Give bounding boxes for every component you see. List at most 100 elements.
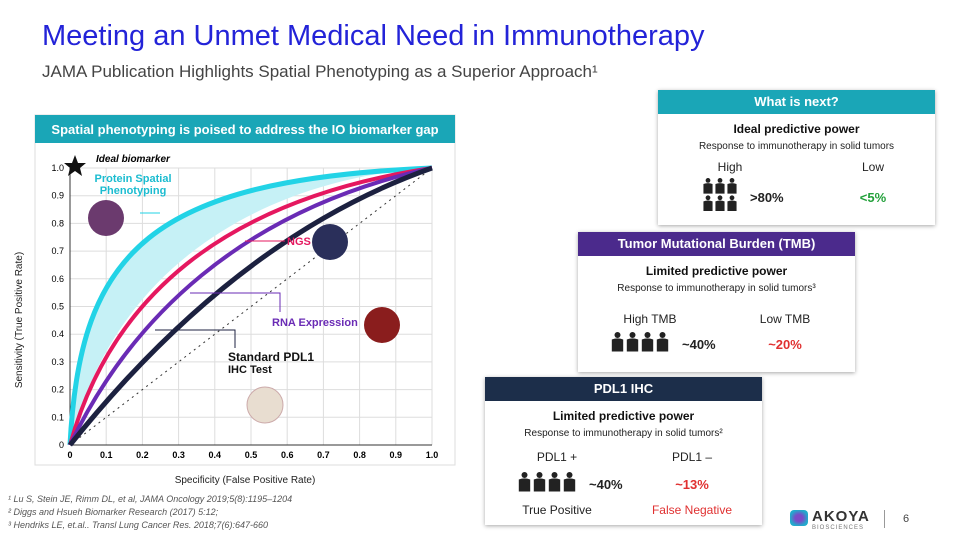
column-value: <5%: [859, 190, 887, 205]
y-tick-label: 0.9: [51, 191, 64, 201]
annotation: IHC Test: [228, 364, 272, 376]
leader: [190, 292, 281, 312]
head: [717, 178, 723, 183]
y-axis-label: Sensitivity (True Positive Rate): [14, 252, 25, 388]
column-label: PDL1 +: [536, 450, 578, 464]
head: [614, 332, 621, 338]
head: [644, 332, 651, 338]
annotation: RNA Expression: [272, 317, 358, 329]
column-value: ~13%: [675, 477, 709, 492]
people-icon: [611, 332, 669, 352]
y-tick-label: 0.2: [51, 385, 64, 395]
people-icon: [703, 178, 737, 211]
thumbnail: [364, 307, 400, 343]
x-axis-label: Specificity (False Positive Rate): [175, 475, 316, 486]
card-header: Tumor Mutational Burden (TMB): [578, 232, 855, 256]
column-label: Low: [861, 160, 884, 174]
x-tick-label: 0.1: [100, 450, 113, 460]
body: [626, 338, 639, 352]
head: [536, 472, 543, 478]
thumbnail: [312, 224, 348, 260]
column-label: Low TMB: [759, 312, 811, 326]
thumbnail: [246, 386, 284, 424]
column-value: ~40%: [589, 477, 623, 492]
chart-title: Spatial phenotyping is poised to address…: [51, 122, 438, 137]
column-caption: False Negative: [651, 503, 733, 517]
y-tick-label: 0.3: [51, 357, 64, 367]
body: [727, 183, 737, 194]
curve-pdl1: [68, 165, 433, 447]
body: [703, 200, 713, 211]
y-tick-label: 0.1: [51, 412, 64, 422]
body: [533, 478, 546, 492]
card-header: What is next?: [658, 90, 935, 114]
x-tick-label: 0.6: [281, 450, 294, 460]
x-tick-label: 0.3: [172, 450, 185, 460]
logo-tagline: BIOSCIENCES: [812, 525, 865, 531]
column-value: >80%: [750, 190, 784, 205]
y-tick-label: 0.4: [51, 329, 64, 339]
head: [717, 195, 723, 201]
star: [64, 155, 86, 176]
head: [729, 178, 735, 183]
curve-rna: [68, 166, 433, 446]
x-tick-label: 0.9: [390, 450, 403, 460]
body: [641, 338, 654, 352]
card-heading: Limited predictive power: [645, 264, 788, 278]
column-label: PDL1 –: [671, 450, 713, 464]
card: What is next? Ideal predictive power Respo…: [658, 90, 935, 225]
area: [70, 168, 432, 445]
head: [705, 178, 711, 183]
card: Tumor Mutational Burden (TMB) Limited pre…: [578, 232, 855, 372]
body: [715, 200, 725, 211]
curve-ngs: [68, 166, 433, 446]
leader: [155, 329, 236, 348]
x-tick-label: 0: [67, 450, 72, 460]
chart: Spatial phenotyping is poised to address…: [14, 114, 456, 486]
head: [705, 195, 711, 201]
curve-protein: [67, 165, 433, 446]
card-heading: Limited predictive power: [552, 409, 695, 423]
chart-header: [35, 115, 455, 143]
column-value: ~20%: [768, 337, 802, 352]
column-label: High: [717, 160, 743, 174]
head: [629, 332, 636, 338]
people-icon: [518, 472, 576, 492]
y-tick-label: 1.0: [51, 163, 64, 173]
body: [518, 478, 531, 492]
body: [563, 478, 576, 492]
logo-name: AKOYA: [812, 508, 870, 525]
body: [611, 338, 624, 352]
title: Meeting an Unmet Medical Need in Immunot…: [42, 20, 705, 52]
page-number: 6: [903, 513, 910, 525]
column-label: High TMB: [623, 312, 677, 326]
x-tick-label: 0.7: [317, 450, 330, 460]
head: [521, 472, 528, 478]
body: [727, 200, 737, 211]
head: [729, 195, 735, 201]
x-tick-label: 0.5: [245, 450, 258, 460]
body: [548, 478, 561, 492]
footnote: ¹ Lu S, Stein JE, Rimm DL, et al, JAMA O…: [8, 494, 293, 504]
head: [659, 332, 666, 338]
body: [703, 183, 713, 194]
y-tick-label: 0.8: [51, 218, 64, 228]
column-value: ~40%: [682, 337, 716, 352]
annotation: Standard PDL1: [228, 350, 314, 364]
body: [656, 338, 669, 352]
y-tick-label: 0.7: [51, 246, 64, 256]
x-tick-label: 0.4: [209, 450, 222, 460]
footnotes: ¹ Lu S, Stein JE, Rimm DL, et al, JAMA O…: [8, 493, 292, 532]
x-tick-label: 0.8: [353, 450, 366, 460]
annotation: NGS: [287, 236, 311, 248]
logo-mark: [790, 510, 808, 526]
footnote: ³ Hendriks LE, et.al.. Transl Lung Cance…: [8, 520, 268, 530]
head: [566, 472, 573, 478]
card-header: PDL1 IHC: [485, 377, 762, 401]
card-description: Response to immunotherapy in solid tumor…: [617, 283, 816, 294]
x-tick-label: 0.2: [136, 450, 149, 460]
annotation: Protein Spatial: [94, 173, 171, 185]
card: PDL1 IHC Limited predictive power Response…: [485, 377, 762, 525]
diagonal: [69, 167, 433, 446]
